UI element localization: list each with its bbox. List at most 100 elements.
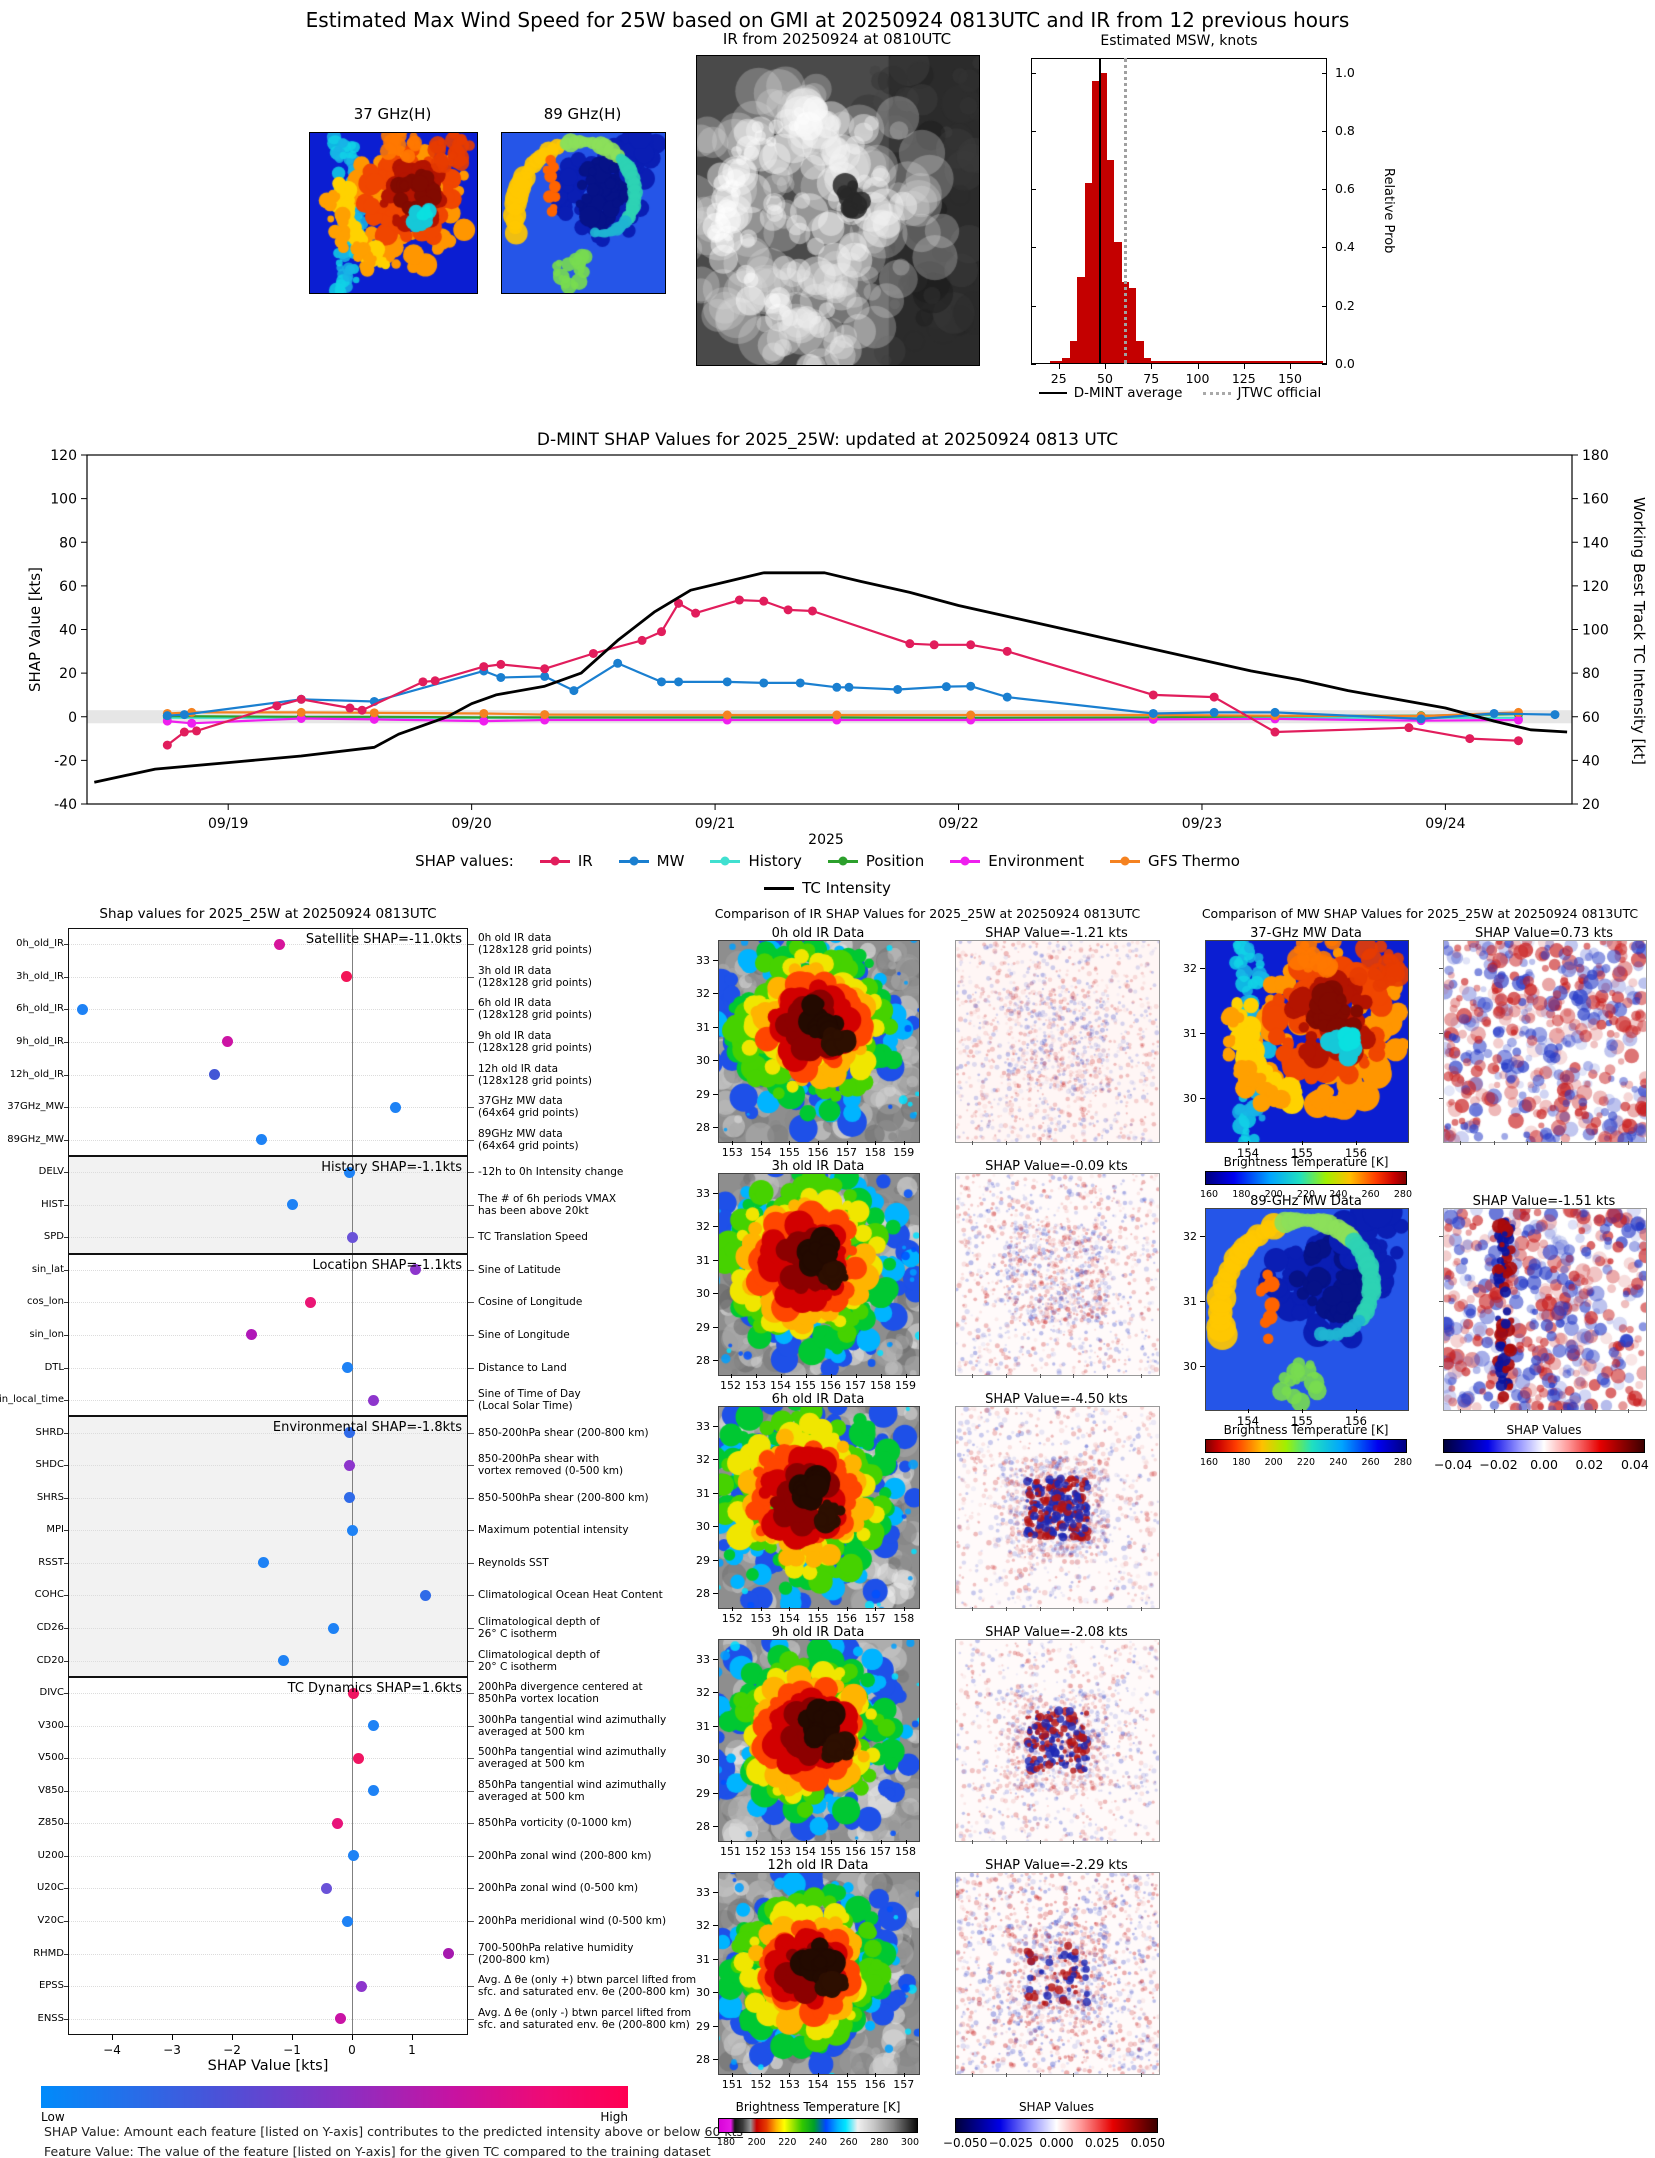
- mw-ytick-mark: [1200, 1236, 1205, 1237]
- feature-dot-CD26: [327, 1622, 339, 1634]
- ir-xtick-mark: [875, 2073, 877, 2077]
- map-tick-mark: [1493, 1409, 1495, 1413]
- feature-desc-line: 850-500hPa shear (200-800 km): [478, 1491, 649, 1504]
- hist-xtick-label: 100: [1185, 371, 1210, 386]
- row-gridline: [68, 1855, 468, 1857]
- feature-desc-DELV: -12h to 0h Intensity change: [478, 1166, 623, 1178]
- row-gridline: [68, 1595, 468, 1597]
- feature-dot-CD20: [278, 1655, 290, 1667]
- map-tick-mark: [1005, 1607, 1007, 1611]
- feature-desc-line: 200hPa zonal wind (200-800 km): [478, 1849, 652, 1862]
- feature-desc-line: 300hPa tangential wind azimuthally: [478, 1713, 667, 1726]
- mw37-thumbnail-image: [309, 132, 478, 294]
- mw-ytick-label: 30: [1183, 1360, 1197, 1373]
- hist-xtick-label: 150: [1278, 371, 1302, 386]
- section-shading: [68, 1416, 468, 1677]
- feature-tick-mark: [64, 1400, 68, 1402]
- feature-label-12h_old_IR: 12h_old_IR: [9, 1068, 64, 1080]
- row-gridline: [68, 1953, 468, 1955]
- feature-desc-line: Climatological depth of: [478, 1648, 600, 1661]
- feature-tick-mark: [64, 976, 68, 978]
- feature-desc-89GHz_MW: 89GHz MW data (64x64 grid points): [478, 1128, 579, 1152]
- desc-tick-mark: [468, 1725, 474, 1727]
- hist-ytick-mark: [1322, 364, 1327, 365]
- ir-xtick-mark: [905, 1374, 907, 1378]
- feature-desc-U200: 200hPa zonal wind (200-800 km): [478, 1850, 651, 1862]
- mw-xtick-mark: [1356, 1141, 1357, 1145]
- desc-tick-mark: [468, 1400, 474, 1402]
- feature-label-SHDC: SHDC: [35, 1459, 64, 1471]
- ir-xtick-label: 157: [870, 1845, 891, 1858]
- ir-xtick-mark: [730, 1374, 732, 1378]
- ir-ytick-label: 29: [696, 1087, 710, 1101]
- mw89-thumb-label: 89 GHz(H): [543, 105, 622, 123]
- feature-desc-line: sfc. and saturated env. θe (200-800 km): [478, 1986, 690, 1999]
- mw-shap-map: [1443, 940, 1647, 1143]
- ir-xtick-label: 153: [770, 1845, 791, 1858]
- desc-tick-mark: [468, 1172, 474, 1174]
- feature-desc-SPD: TC Translation Speed: [478, 1231, 588, 1243]
- ir-data-image: [718, 1173, 920, 1376]
- dotplot-title: Shap values for 2025_25W at 20250924 081…: [99, 906, 437, 922]
- legend-entry-mw: MW: [618, 852, 684, 870]
- legend-marker: [827, 856, 858, 866]
- ir-xtick-label: 155: [807, 1612, 829, 1625]
- feature-dot-SHRS: [343, 1492, 355, 1504]
- ir-xtick-label: 155: [778, 1146, 800, 1159]
- ir-ytick-mark: [713, 1459, 718, 1461]
- mw-xtick-label: 156: [1345, 1414, 1367, 1428]
- svg-text:160: 160: [1582, 492, 1609, 508]
- feature-dot-ENSS: [334, 2013, 346, 2025]
- ir-ytick-label: 31: [696, 1952, 710, 1966]
- feature-tick-mark: [64, 1497, 68, 1499]
- ir-ytick-mark: [713, 2059, 718, 2060]
- desc-tick-mark: [468, 1465, 474, 1467]
- desc-tick-mark: [468, 1269, 474, 1271]
- row-gridline: [68, 1465, 468, 1467]
- feature-desc-line: Cosine of Longitude: [478, 1296, 583, 1309]
- section-label: Satellite SHAP=-11.0kts: [305, 932, 462, 947]
- ir-ytick-mark: [713, 1759, 718, 1761]
- section-label: Environmental SHAP=-1.8kts: [272, 1420, 462, 1436]
- dp-xtick-mark: [352, 2035, 353, 2040]
- feature-desc-line: (128x128 grid points): [478, 944, 592, 957]
- feature-tick-mark: [64, 1888, 68, 1890]
- feature-label-V300: V300: [38, 1719, 64, 1731]
- ir-ytick-mark: [713, 1093, 718, 1095]
- map-tick-mark: [1073, 2073, 1075, 2077]
- svg-text:100: 100: [1582, 623, 1609, 639]
- feature-dot-cos_lon: [305, 1296, 317, 1308]
- feature-dot-Z850: [331, 1817, 343, 1829]
- mw-shap-map: [1443, 1208, 1647, 1411]
- row-gridline: [68, 1367, 468, 1369]
- dp-xtick-mark: [292, 2035, 293, 2040]
- feature-desc-37GHz_MW: 37GHz MW data (64x64 grid points): [478, 1095, 579, 1119]
- ir-xtick-mark: [805, 1374, 807, 1378]
- feature-tick-mark: [64, 1921, 68, 1923]
- feature-dot-sin_lat: [409, 1264, 421, 1276]
- ir-xtick-label: 154: [795, 1845, 816, 1858]
- mw-bt-cb-tick: 220: [1296, 1457, 1316, 1468]
- timeseries-legend-prefix: SHAP values:: [415, 852, 514, 870]
- hist-ytick-mark: [1322, 130, 1327, 132]
- svg-text:0: 0: [68, 710, 77, 726]
- ir-xtick-label: 157: [864, 1612, 886, 1625]
- hist-ytick-mark: [1322, 189, 1327, 191]
- desc-tick-mark: [468, 1660, 474, 1662]
- legend-entry-history: History: [710, 852, 802, 870]
- row-gridline: [68, 976, 468, 978]
- mw-shap-cb-tick: −0.02: [1479, 1457, 1518, 1472]
- feature-dot-DIVC: [347, 1687, 359, 1699]
- ir-row-title: 9h old IR Data: [771, 1625, 865, 1640]
- map-ytick-mark: [1439, 968, 1443, 969]
- feature-dot-DTL: [342, 1362, 354, 1374]
- mw-shap-colorbar: [1443, 1439, 1645, 1453]
- feature-desc-line: 3h old IR data: [478, 964, 552, 977]
- ir-ytick-label: 28: [696, 1354, 710, 1367]
- feature-desc-line: 26° C isotherm: [478, 1628, 558, 1640]
- ir-bt-cb-tick: 180: [716, 2137, 736, 2148]
- ir-bt-colorbar: [718, 2118, 918, 2133]
- ir-shap-title: SHAP Value=-4.50 kts: [985, 1392, 1128, 1407]
- ir-shap-map: [955, 940, 1160, 1143]
- feature-tick-mark: [64, 944, 68, 946]
